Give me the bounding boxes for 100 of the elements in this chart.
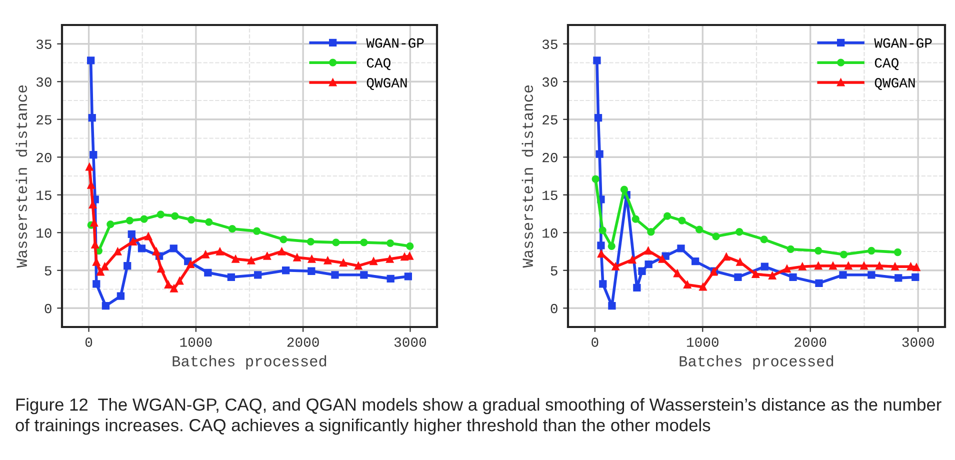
point <box>612 262 620 270</box>
point <box>306 238 314 246</box>
point <box>789 273 797 281</box>
point <box>88 114 96 122</box>
point <box>227 273 235 281</box>
point <box>205 218 213 226</box>
point <box>370 257 378 266</box>
y-tick-label: 35 <box>36 40 52 50</box>
point <box>280 236 288 244</box>
y-tick-label: 25 <box>542 115 558 125</box>
x-tick-label: 0 <box>592 337 598 347</box>
point <box>247 256 256 264</box>
point <box>87 181 95 189</box>
point <box>216 248 224 256</box>
point <box>92 280 100 288</box>
y-tick-label: 20 <box>36 152 52 162</box>
point <box>144 232 152 240</box>
point <box>695 226 704 234</box>
point <box>278 248 286 256</box>
point <box>868 271 876 279</box>
point <box>100 262 109 270</box>
point <box>644 260 652 268</box>
point <box>593 56 601 64</box>
point <box>906 262 915 270</box>
point <box>88 200 97 209</box>
x-tick-label: 1000 <box>686 337 718 347</box>
point <box>171 212 179 220</box>
point <box>678 216 686 224</box>
x-axis-title: Batches processed <box>172 355 326 370</box>
point <box>129 238 137 246</box>
point <box>644 246 652 255</box>
point <box>86 163 94 171</box>
point <box>106 220 114 228</box>
y-tick-label: 10 <box>36 228 52 238</box>
point <box>736 228 744 236</box>
point <box>354 262 362 270</box>
point <box>404 272 412 280</box>
point <box>252 227 261 235</box>
legend-label: CAQ <box>366 58 391 70</box>
point <box>140 215 148 223</box>
point <box>894 248 902 256</box>
y-tick-label: 20 <box>542 152 558 162</box>
point <box>752 270 760 278</box>
point <box>786 245 794 254</box>
point <box>868 246 876 255</box>
y-tick-label: 25 <box>36 115 52 125</box>
point <box>114 248 122 256</box>
point <box>360 271 368 279</box>
point <box>188 216 196 224</box>
y-axis-title: Wasserstein distance <box>16 85 28 268</box>
point <box>815 279 823 288</box>
y-tick-label: 10 <box>542 228 558 238</box>
point <box>102 302 110 310</box>
point <box>176 277 184 285</box>
point <box>186 260 194 268</box>
point <box>768 272 776 280</box>
point <box>263 252 271 260</box>
y-tick-label: 35 <box>542 40 558 50</box>
point <box>632 215 640 223</box>
point <box>734 273 742 281</box>
point <box>760 262 769 270</box>
caption: Figure 12 The WGAN-GP, CAQ, and QGAN models show a gradual smoothing of Wasserstein’s distance as the number of trainings increases. CAQ achieves a significantly higher threshold than the other models <box>16 398 942 435</box>
point <box>628 256 636 264</box>
point <box>677 244 685 252</box>
legend-label: CAQ <box>874 58 899 70</box>
point <box>674 270 682 278</box>
point <box>647 228 655 236</box>
point <box>876 262 884 270</box>
point <box>736 258 744 266</box>
point <box>596 150 604 158</box>
point <box>202 250 210 258</box>
point <box>308 255 316 263</box>
point <box>87 56 95 64</box>
y-tick-label: 0 <box>44 304 52 314</box>
point <box>692 257 700 266</box>
point <box>638 267 646 275</box>
point <box>798 262 806 270</box>
legend-label: WGAN-GP <box>874 38 932 48</box>
point <box>360 238 368 246</box>
point <box>204 268 212 276</box>
point <box>293 254 301 262</box>
y-axis-title: Wasserstein distance <box>522 85 534 268</box>
point <box>598 226 606 234</box>
point <box>844 262 852 270</box>
y-tick-label: 30 <box>542 77 558 87</box>
y-tick-label: 5 <box>550 266 558 276</box>
y-tick-label: 5 <box>44 266 52 276</box>
point <box>331 271 339 279</box>
x-tick-label: 0 <box>85 337 92 347</box>
point <box>597 242 605 250</box>
y-tick-label: 30 <box>36 77 52 87</box>
point <box>594 114 602 122</box>
point <box>633 284 641 292</box>
point <box>620 186 628 194</box>
point <box>891 262 899 270</box>
point <box>128 230 136 238</box>
y-tick-label: 15 <box>542 190 558 200</box>
point <box>860 262 868 270</box>
point <box>116 292 125 300</box>
point <box>254 271 262 279</box>
